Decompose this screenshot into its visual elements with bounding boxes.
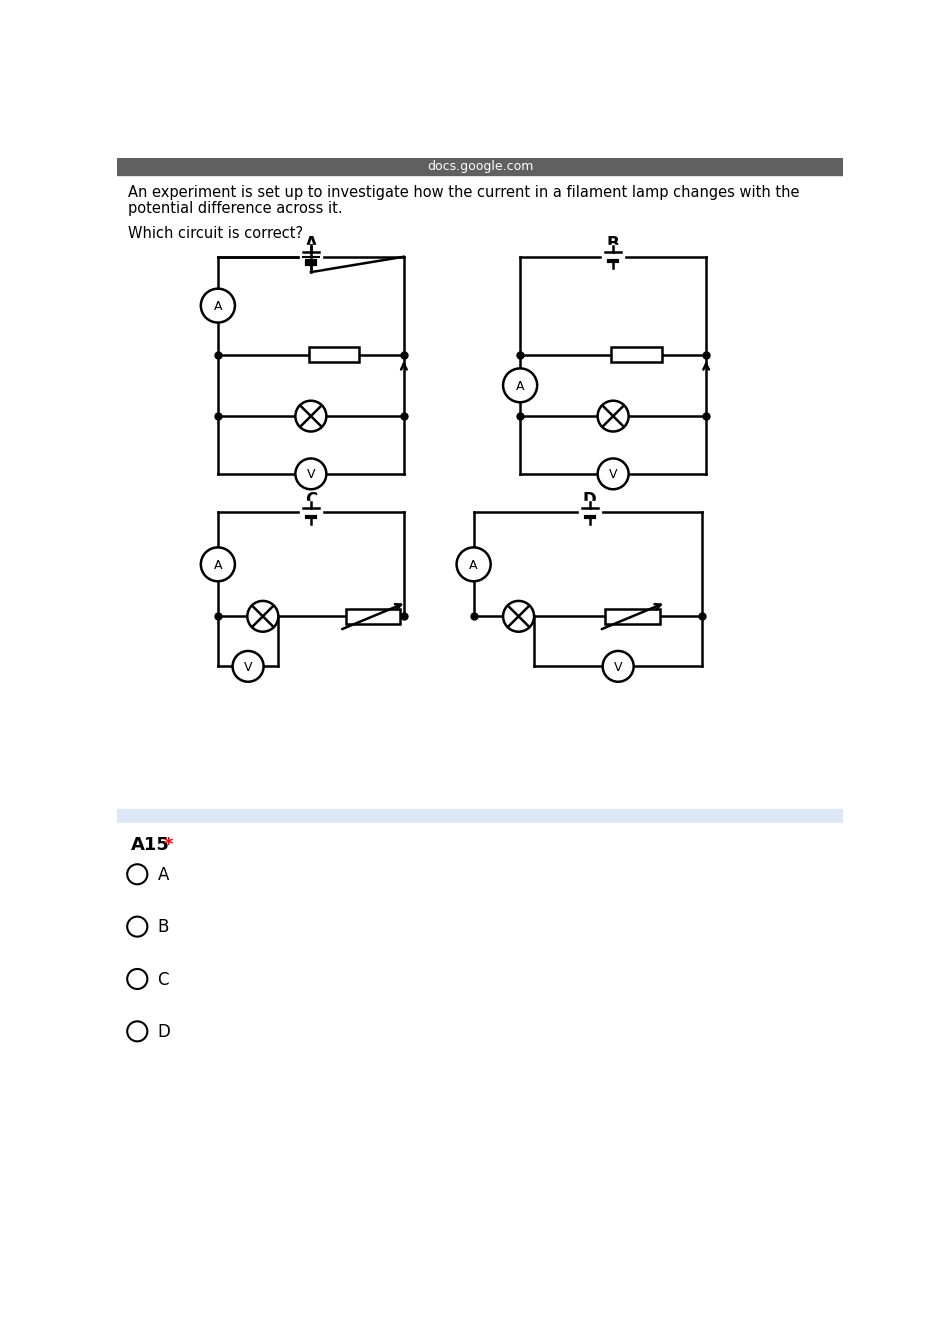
Circle shape — [295, 401, 326, 431]
Bar — [602, 245, 623, 269]
Bar — [605, 609, 659, 623]
Bar — [117, 822, 842, 1173]
Text: C: C — [157, 971, 168, 988]
Text: An experiment is set up to investigate how the current in a filament lamp change: An experiment is set up to investigate h… — [128, 185, 798, 200]
Bar — [345, 609, 400, 623]
Text: A: A — [469, 559, 477, 572]
Text: V: V — [243, 660, 252, 673]
Bar — [578, 501, 600, 525]
Circle shape — [597, 459, 628, 489]
Text: potential difference across it.: potential difference across it. — [128, 200, 343, 216]
Text: A: A — [516, 380, 524, 393]
Circle shape — [602, 651, 633, 681]
Text: B: B — [157, 919, 168, 936]
Text: C: C — [304, 492, 316, 509]
Bar — [300, 501, 321, 525]
Circle shape — [247, 601, 278, 631]
Circle shape — [503, 601, 534, 631]
Circle shape — [597, 401, 628, 431]
Text: A15: A15 — [131, 836, 169, 854]
Text: D: D — [157, 1023, 170, 1041]
Text: V: V — [608, 468, 617, 481]
Text: D: D — [582, 492, 596, 509]
Text: A: A — [213, 559, 222, 572]
Text: *: * — [164, 836, 173, 854]
Text: V: V — [306, 468, 314, 481]
Text: V: V — [613, 660, 622, 673]
Circle shape — [232, 651, 263, 681]
Circle shape — [456, 547, 490, 581]
Bar — [117, 175, 842, 809]
Text: A: A — [213, 301, 222, 312]
Text: Which circuit is correct?: Which circuit is correct? — [128, 225, 302, 241]
Text: A: A — [157, 866, 168, 884]
Bar — [117, 809, 842, 822]
Circle shape — [200, 289, 235, 323]
Text: B: B — [607, 236, 619, 253]
Circle shape — [295, 459, 326, 489]
Bar — [300, 245, 321, 269]
Circle shape — [200, 547, 235, 581]
Circle shape — [503, 368, 536, 402]
Text: A: A — [304, 236, 317, 253]
Bar — [610, 347, 661, 362]
Bar — [117, 158, 842, 175]
Bar — [309, 347, 358, 362]
Text: docs.google.com: docs.google.com — [427, 159, 533, 173]
